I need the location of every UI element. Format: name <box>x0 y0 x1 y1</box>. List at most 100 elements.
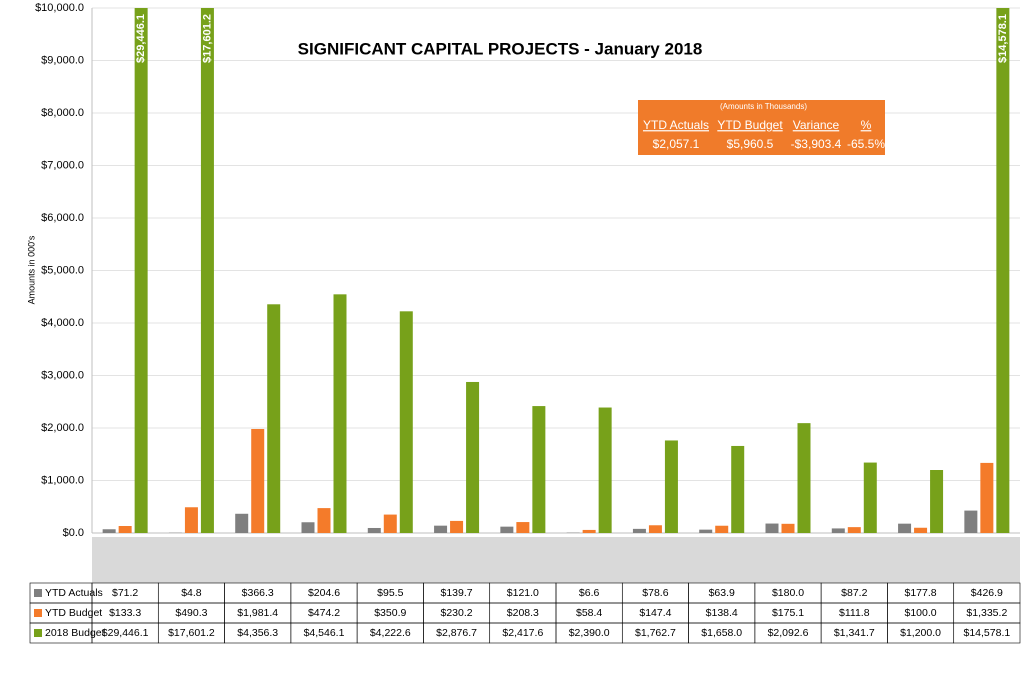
y-tick-label: $2,000.0 <box>41 422 84 434</box>
bar-value-label: $29,446.1 <box>135 14 147 63</box>
y-tick-label: $10,000.0 <box>35 2 84 14</box>
summary-header: % <box>861 118 872 132</box>
bar <box>781 523 795 533</box>
bar <box>765 523 779 533</box>
bar <box>532 406 546 533</box>
table-cell <box>953 622 1021 644</box>
legend-label: YTD Budget <box>45 607 102 619</box>
table-value: $71.2 <box>112 587 138 599</box>
summary-value: -65.5% <box>847 137 885 151</box>
table-value: $4.8 <box>181 587 202 599</box>
table-value: $58.4 <box>576 607 602 619</box>
y-tick-label: $9,000.0 <box>41 54 84 66</box>
bar <box>731 445 745 533</box>
chart-title: SIGNIFICANT CAPITAL PROJECTS - January 2… <box>298 39 703 58</box>
table-value: $4,222.6 <box>370 627 411 639</box>
table-value: $29,446.1 <box>102 627 149 639</box>
table-value: $1,762.7 <box>635 627 676 639</box>
bar <box>914 527 928 533</box>
bar <box>118 526 132 533</box>
table-value: $2,417.6 <box>502 627 543 639</box>
bar <box>632 528 646 533</box>
bar <box>200 8 214 533</box>
table-value: $204.6 <box>308 587 340 599</box>
table-value: $63.9 <box>709 587 735 599</box>
table-value: $147.4 <box>639 607 671 619</box>
legend-label: YTD Actuals <box>45 587 103 599</box>
bar <box>797 423 811 533</box>
bar <box>102 529 116 533</box>
y-axis-label: Amounts in 000's <box>26 235 36 304</box>
bar <box>847 527 861 533</box>
table-value: $4,356.3 <box>237 627 278 639</box>
y-tick-label: $7,000.0 <box>41 159 84 171</box>
table-value: $14,578.1 <box>963 627 1010 639</box>
bar <box>134 8 148 534</box>
summary-box <box>638 100 885 155</box>
table-value: $1,335.2 <box>966 607 1007 619</box>
y-tick-label: $8,000.0 <box>41 107 84 119</box>
table-value: $138.4 <box>706 607 738 619</box>
bar <box>434 525 448 533</box>
table-value: $87.2 <box>841 587 867 599</box>
table-value: $2,390.0 <box>569 627 610 639</box>
y-tick-label: $0.0 <box>63 527 84 539</box>
y-tick-label: $3,000.0 <box>41 369 84 381</box>
bar <box>996 8 1010 533</box>
summary-header: Variance <box>793 118 840 132</box>
table-value: $177.8 <box>905 587 937 599</box>
table-value: $111.8 <box>839 607 870 619</box>
table-value: $426.9 <box>971 587 1003 599</box>
table-value: $490.3 <box>175 607 207 619</box>
table-value: $230.2 <box>441 607 473 619</box>
legend-swatch <box>34 589 42 597</box>
table-value: $6.6 <box>579 587 600 599</box>
bar <box>383 514 397 533</box>
bar-value-label: $14,578.1 <box>997 14 1009 63</box>
bar <box>598 407 612 533</box>
table-value: $1,341.7 <box>834 627 875 639</box>
bar <box>699 529 713 533</box>
bar <box>184 507 198 533</box>
table-value: $4,546.1 <box>304 627 345 639</box>
bar <box>831 528 845 533</box>
table-value: $100.0 <box>905 607 937 619</box>
y-tick-label: $5,000.0 <box>41 264 84 276</box>
table-value: $1,981.4 <box>237 607 278 619</box>
bar <box>964 510 978 533</box>
table-value: $2,092.6 <box>768 627 809 639</box>
bar <box>267 304 281 533</box>
bar <box>500 526 514 533</box>
bar <box>450 520 464 533</box>
summary-note: (Amounts in Thousands) <box>720 102 807 111</box>
table-value: $121.0 <box>507 587 539 599</box>
bar <box>863 462 877 533</box>
bar <box>664 440 678 533</box>
bar <box>715 525 729 533</box>
bar <box>466 381 480 533</box>
bar <box>301 522 315 533</box>
legend-label: 2018 Budget <box>45 627 105 639</box>
bar-value-label: $17,601.2 <box>201 14 213 63</box>
legend-swatch <box>34 609 42 617</box>
bar <box>399 311 413 533</box>
table-value: $180.0 <box>772 587 804 599</box>
bar <box>582 529 596 533</box>
bar <box>367 527 381 533</box>
bar <box>930 470 944 533</box>
table-value: $350.9 <box>374 607 406 619</box>
table-value: $474.2 <box>308 607 340 619</box>
summary-header: YTD Actuals <box>643 118 709 132</box>
y-tick-label: $6,000.0 <box>41 212 84 224</box>
category-label-box <box>92 537 1020 583</box>
bar <box>516 522 530 533</box>
table-value: $95.5 <box>377 587 403 599</box>
bar <box>898 523 912 533</box>
bar <box>235 513 249 533</box>
table-value: $208.3 <box>507 607 539 619</box>
table-value: $2,876.7 <box>436 627 477 639</box>
table-value: $133.3 <box>109 607 141 619</box>
table-value: $17,601.2 <box>168 627 215 639</box>
bar <box>251 428 265 533</box>
